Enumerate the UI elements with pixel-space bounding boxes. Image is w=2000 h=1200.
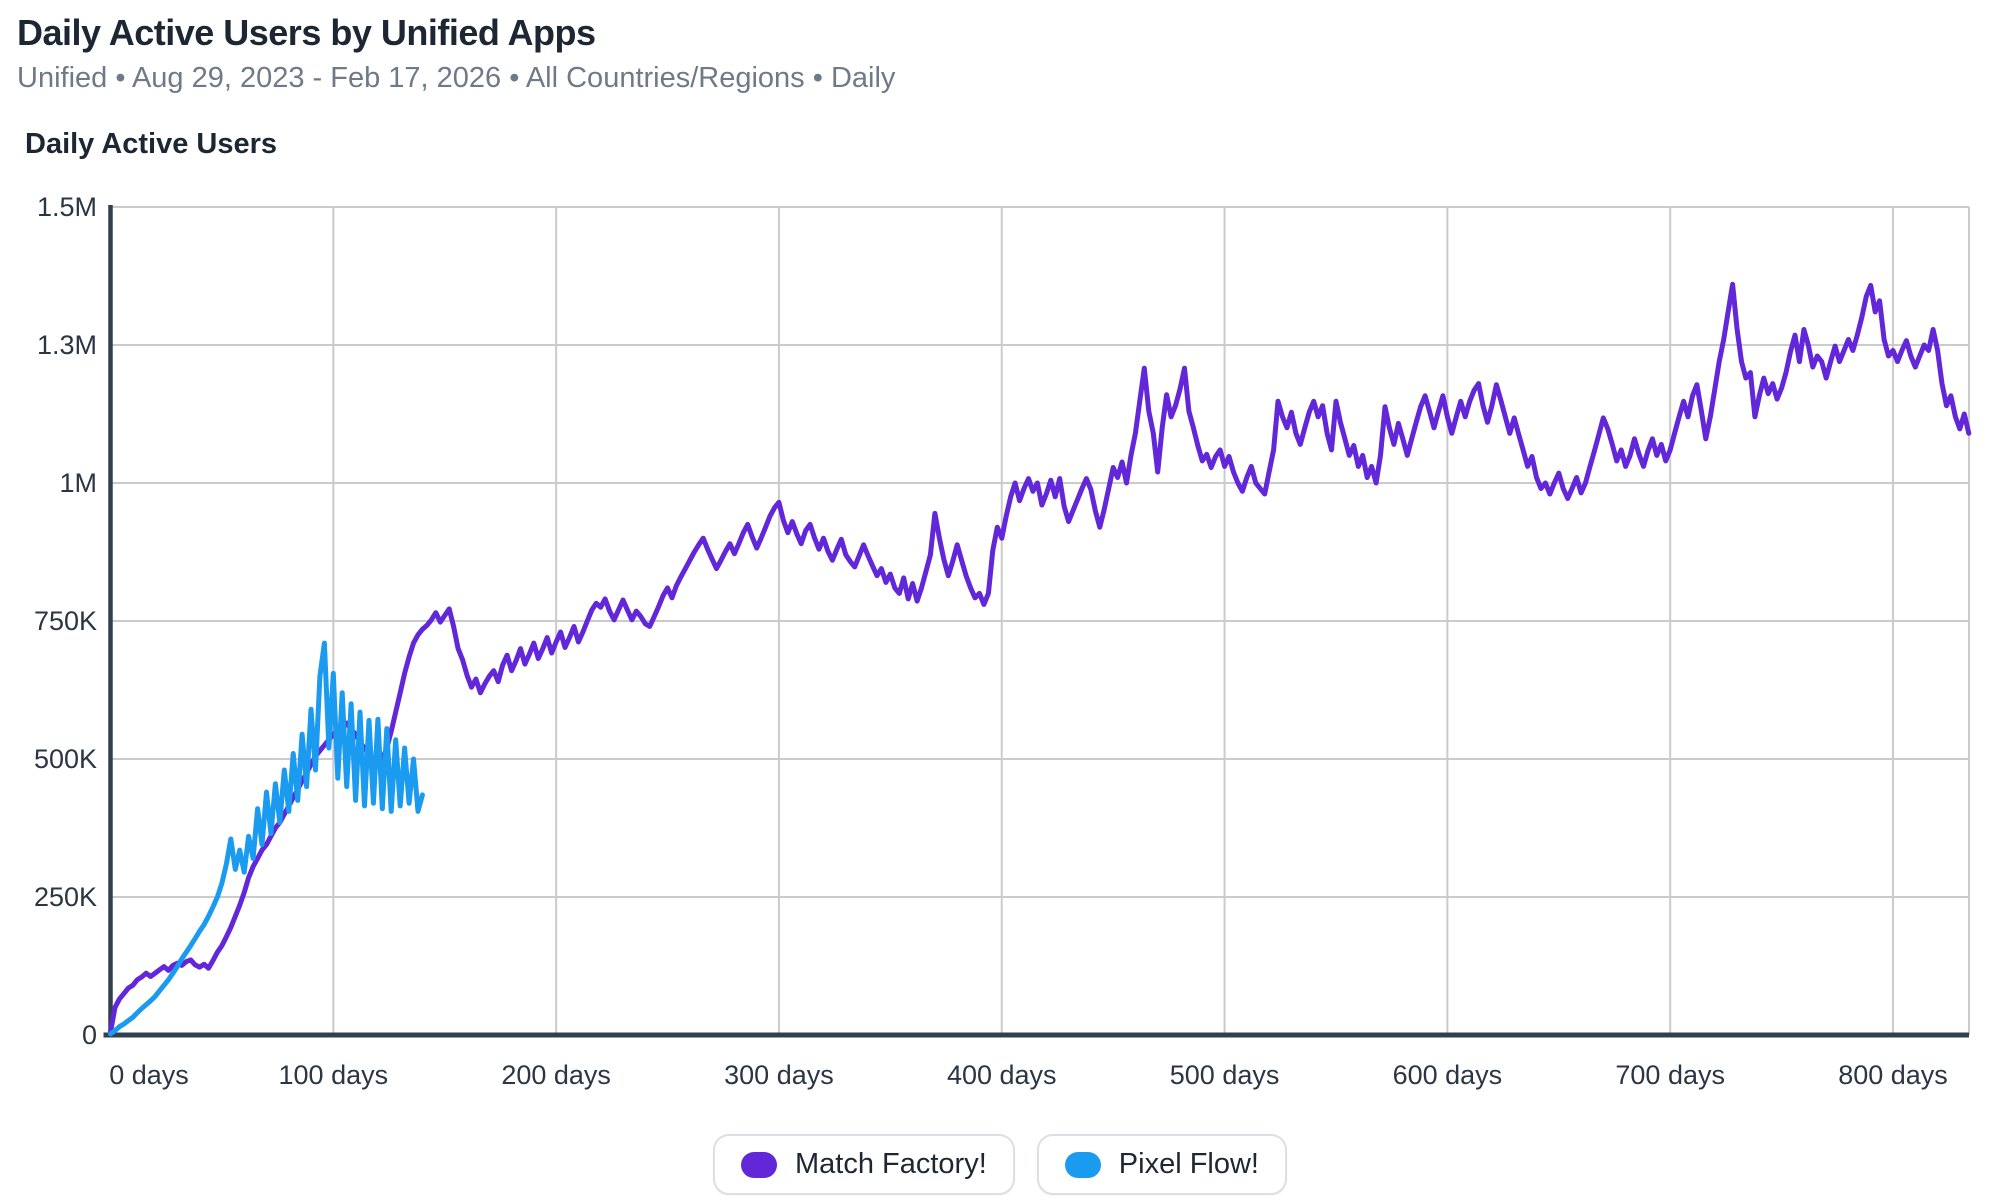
chart-title: Daily Active Users: [25, 128, 278, 160]
y-axis-tick-label: 1.5M: [36, 192, 97, 222]
pixel-flow-series-color-icon: [1064, 1151, 1101, 1178]
x-axis-tick-label: 700 days: [1615, 1060, 1725, 1090]
y-axis-tick-label: 1M: [59, 468, 97, 498]
page-title: Daily Active Users by Unified Apps: [17, 12, 596, 53]
x-axis-tick-label: 200 days: [501, 1060, 611, 1090]
page-subtitle: Unified • Aug 29, 2023 - Feb 17, 2026 • …: [17, 62, 896, 94]
x-axis-tick-label: 100 days: [278, 1060, 389, 1090]
y-axis-tick-label: 0: [81, 1020, 97, 1050]
x-axis-tick-label: 400 days: [946, 1060, 1057, 1090]
legend-label-match-factory: Match Factory!: [795, 1148, 987, 1180]
legend-label-pixel-flow: Pixel Flow!: [1118, 1148, 1259, 1180]
x-axis-tick-label: 500 days: [1169, 1060, 1280, 1090]
x-axis-tick-label: 800 days: [1838, 1060, 1948, 1090]
legend-item-pixel-flow[interactable]: Pixel Flow!: [1036, 1134, 1287, 1195]
legend-item-match-factory[interactable]: Match Factory!: [713, 1134, 1015, 1195]
series-line-match-factory[interactable]: [108, 281, 1972, 1035]
x-axis-tick-label: 0 days: [109, 1060, 189, 1090]
y-axis-tick-label: 1.3M: [36, 330, 97, 360]
y-axis-tick-label: 750K: [33, 606, 97, 636]
x-axis-tick-label: 300 days: [724, 1060, 834, 1090]
y-axis-tick-label: 250K: [33, 882, 97, 912]
x-axis-tick-label: 600 days: [1392, 1060, 1503, 1090]
chart-legend: Match Factory! Pixel Flow!: [0, 1134, 2000, 1195]
y-axis-tick-label: 500K: [33, 744, 97, 774]
match-factory-series-color-icon: [741, 1151, 777, 1178]
series-line-pixel-flow[interactable]: [108, 640, 425, 1037]
